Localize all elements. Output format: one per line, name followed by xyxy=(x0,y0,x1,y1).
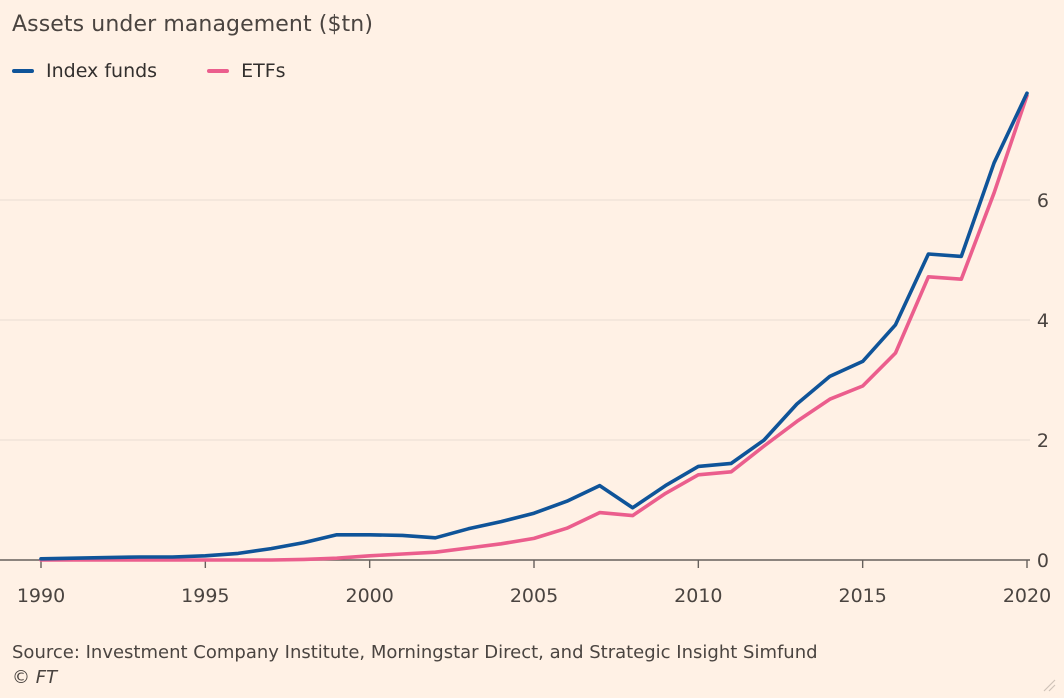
series-lines xyxy=(39,91,1029,562)
x-tick-label-2020: 2020 xyxy=(1003,585,1051,607)
series-line-etfs xyxy=(39,93,1029,562)
source-note: Source: Investment Company Institute, Mo… xyxy=(12,642,818,663)
legend-label-index-funds: Index funds xyxy=(46,60,158,82)
chart-legend: Index funds ETFs xyxy=(12,60,336,82)
x-tick-label-2000: 2000 xyxy=(345,585,393,607)
x-tick-label-2010: 2010 xyxy=(674,585,722,607)
y-tick-label-2: 2 xyxy=(1037,430,1049,452)
x-tick-label-1995: 1995 xyxy=(181,585,229,607)
x-tick-label-1990: 1990 xyxy=(17,585,65,607)
x-tick-label-2015: 2015 xyxy=(838,585,886,607)
gridlines xyxy=(0,199,1030,561)
credit-note: © FT xyxy=(12,667,58,688)
legend-swatch-etfs xyxy=(207,69,230,73)
legend-label-etfs: ETFs xyxy=(241,60,286,82)
y-tick-label-4: 4 xyxy=(1037,310,1049,332)
resize-corner-icon xyxy=(1043,679,1056,692)
legend-swatch-index-funds xyxy=(12,69,34,73)
x-axis-tick-labels: 1990 1995 2000 2005 2010 2015 2020 xyxy=(17,560,1051,607)
y-tick-label-0: 0 xyxy=(1037,550,1049,572)
y-tick-label-6: 6 xyxy=(1037,190,1049,212)
y-axis-tick-labels: 0 2 4 6 xyxy=(1037,190,1049,572)
series-line-index-funds xyxy=(39,91,1029,561)
legend-item-etfs: ETFs xyxy=(207,60,286,82)
chart-title: Assets under management ($tn) xyxy=(12,12,374,37)
x-tick-label-2005: 2005 xyxy=(510,585,558,607)
legend-item-index-funds: Index funds xyxy=(12,60,157,82)
